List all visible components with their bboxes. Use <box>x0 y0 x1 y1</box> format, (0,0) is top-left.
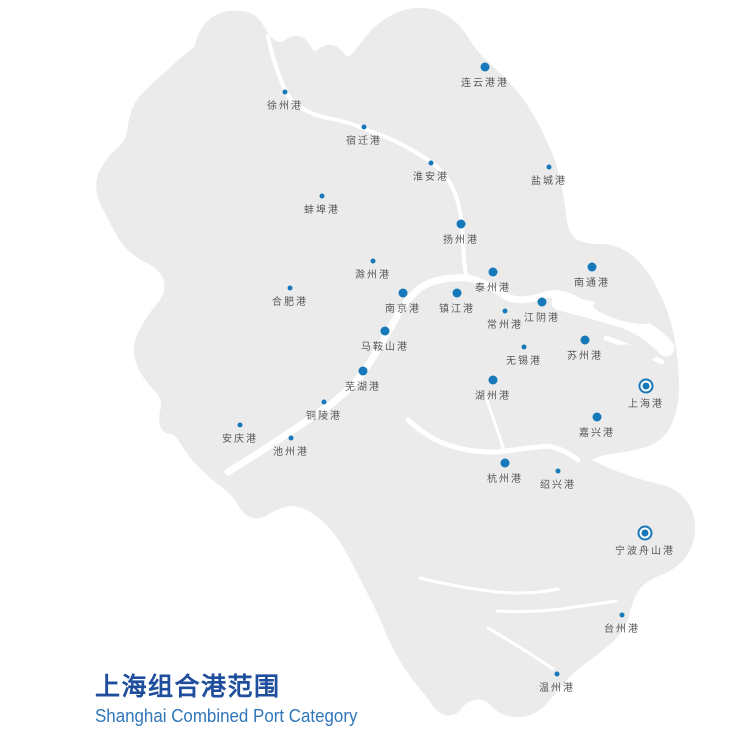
port-label: 宁波舟山港 <box>615 546 675 557</box>
port-dot-icon <box>282 89 288 95</box>
map-title-zh: 上海组合港范围 <box>95 673 281 701</box>
map-title-en: Shanghai Combined Port Category <box>95 706 358 727</box>
port-label: 淮安港 <box>413 172 449 183</box>
port-dot-icon <box>380 326 390 336</box>
grand-canal <box>266 34 468 278</box>
changxing-island <box>616 344 656 360</box>
port-label: 安庆港 <box>222 434 258 445</box>
port-dot-icon <box>488 375 498 385</box>
port-dot-icon <box>639 527 651 539</box>
port-label: 马鞍山港 <box>361 342 409 353</box>
port-label: 嘉兴港 <box>579 428 615 439</box>
port-dot-icon <box>319 193 325 199</box>
port-label: 上海港 <box>628 399 664 410</box>
port-dot-icon <box>502 308 508 314</box>
port-dot-icon <box>537 297 547 307</box>
port-dot-icon <box>587 262 597 272</box>
port-dot-icon <box>370 258 376 264</box>
port-dot-icon <box>358 366 368 376</box>
port-dot-icon <box>456 219 466 229</box>
port-label: 池州港 <box>273 447 309 458</box>
port-label: 宿迁港 <box>346 136 382 147</box>
port-label: 连云港港 <box>461 78 509 89</box>
south-river-1 <box>418 576 560 595</box>
port-dot-icon <box>361 124 367 130</box>
port-dot-icon <box>288 435 294 441</box>
port-label: 湖州港 <box>475 391 511 402</box>
port-label: 绍兴港 <box>540 480 576 491</box>
port-label: 铜陵港 <box>306 411 342 422</box>
port-label: 镇江港 <box>439 304 475 315</box>
port-label: 泰州港 <box>475 283 511 294</box>
port-dot-icon <box>500 458 510 468</box>
port-label: 台州港 <box>604 624 640 635</box>
port-dot-icon <box>480 62 490 72</box>
port-label: 芜湖港 <box>345 382 381 393</box>
port-dot-icon <box>555 468 561 474</box>
south-river-3 <box>486 626 555 671</box>
south-river-2 <box>495 599 618 613</box>
port-label: 扬州港 <box>443 235 479 246</box>
huzhou-branch <box>482 390 506 452</box>
port-dot-icon <box>580 335 590 345</box>
port-label: 盐城港 <box>531 176 567 187</box>
port-dot-icon <box>428 160 434 166</box>
port-label: 江阴港 <box>524 313 560 324</box>
port-dot-icon <box>398 288 408 298</box>
port-label: 常州港 <box>487 320 523 331</box>
port-dot-icon <box>452 288 462 298</box>
map-title-block: 上海组合港范围 Shanghai Combined Port Category <box>95 672 374 727</box>
port-dot-icon <box>554 671 560 677</box>
port-dot-icon <box>321 399 327 405</box>
port-label: 无锡港 <box>506 356 542 367</box>
port-dot-icon <box>237 422 243 428</box>
landmass <box>96 7 696 718</box>
port-dot-icon <box>619 612 625 618</box>
port-label: 合肥港 <box>272 297 308 308</box>
port-dot-icon <box>521 344 527 350</box>
port-dot-icon <box>287 285 293 291</box>
rivers <box>224 34 675 671</box>
port-dot-icon <box>488 267 498 277</box>
port-label: 南通港 <box>574 278 610 289</box>
port-dot-icon <box>546 164 552 170</box>
port-dot-icon <box>640 380 652 392</box>
port-dot-icon <box>592 412 602 422</box>
port-label: 苏州港 <box>567 351 603 362</box>
qiantang-river <box>405 417 581 463</box>
port-label: 滁州港 <box>355 270 391 281</box>
port-label: 杭州港 <box>487 474 523 485</box>
port-label: 徐州港 <box>267 101 303 112</box>
port-label: 蚌埠港 <box>304 205 340 216</box>
port-label: 温州港 <box>539 683 575 694</box>
chongming-island <box>593 302 651 324</box>
estuary-islands <box>593 302 656 360</box>
port-label: 南京港 <box>385 304 421 315</box>
